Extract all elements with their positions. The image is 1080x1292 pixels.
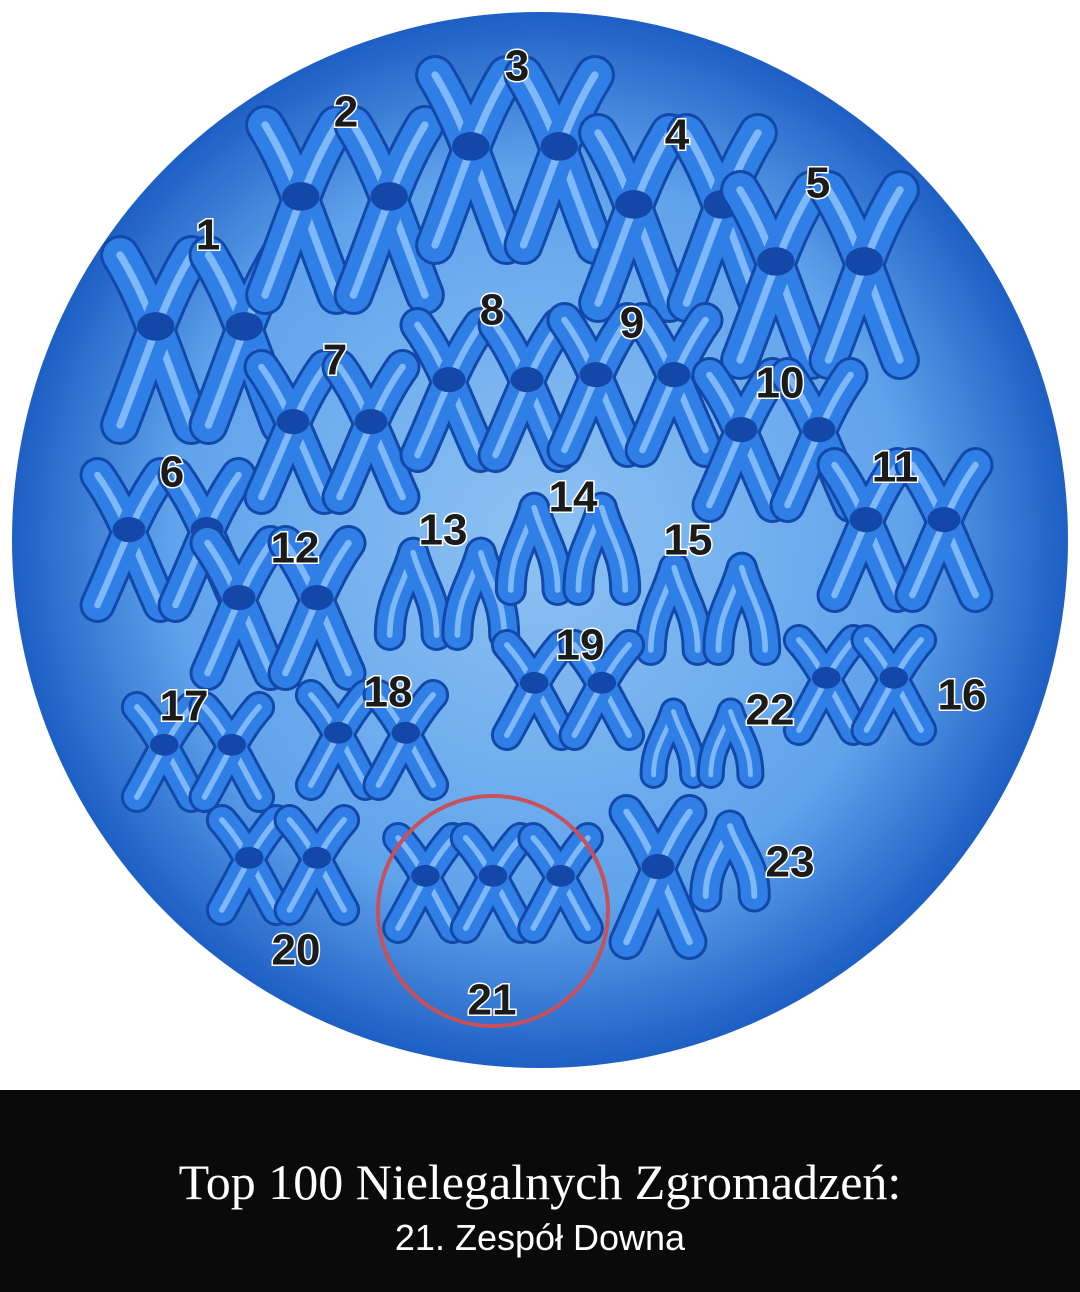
- chromosome-label-13: 13: [419, 506, 468, 555]
- chromosome-15-copy-2: [702, 551, 782, 666]
- chromosome-label-10: 10: [756, 359, 805, 408]
- chromosome-14: 14: [494, 471, 642, 606]
- chromosome-15-copy-1: [634, 551, 714, 666]
- chromosome-3-copy-2: [503, 55, 615, 265]
- chromosome-6-copy-1: [79, 457, 179, 623]
- chromosome-label-11: 11: [872, 443, 919, 492]
- chromosome-4: 4: [578, 109, 778, 323]
- chromosome-11-copy-2: [894, 447, 994, 613]
- chromosome-9-copy-1: [546, 302, 646, 468]
- chromosome-label-23: 23: [766, 838, 815, 887]
- chromosome-2-copy-2: [333, 105, 445, 315]
- chromosome-label-16: 16: [938, 671, 987, 720]
- chromosome-label-7: 7: [323, 336, 347, 385]
- chromosome-label-4: 4: [665, 111, 690, 160]
- chromosome-20-copy-2: [273, 804, 361, 926]
- chromosome-12-copy-2: [267, 525, 367, 691]
- chromosome-9-copy-2: [624, 302, 724, 468]
- chromosome-label-17: 17: [160, 682, 209, 731]
- chromosome-14-copy-2: [562, 491, 642, 606]
- chromosome-15: 15: [634, 514, 782, 666]
- chromosome-7-copy-1: [243, 349, 343, 515]
- chromosome-label-1: 1: [196, 211, 220, 260]
- caption-bar: Top 100 Nielegalnych Zgromadzeń: 21. Zes…: [0, 1090, 1080, 1292]
- chromosome-21-copy-3: [517, 822, 604, 944]
- chromosome-label-21: 21: [468, 976, 517, 1025]
- chromosome-5-copy-1: [720, 170, 832, 380]
- chromosome-17: 17: [120, 680, 276, 813]
- chromosome-5: 5: [720, 157, 920, 380]
- chromosome-label-14: 14: [549, 473, 598, 522]
- chromosome-19-copy-2: [558, 629, 646, 751]
- chromosome-21: 21: [376, 794, 610, 1028]
- chromosome-19-copy-1: [490, 629, 578, 751]
- chromosome-13-copy-1: [373, 536, 453, 651]
- chromosome-label-20: 20: [272, 926, 321, 975]
- chromosome-17-copy-2: [188, 691, 276, 813]
- chromosome-4-copy-1: [578, 113, 690, 323]
- chromosome-8-copy-1: [399, 307, 499, 473]
- chromosome-16-copy-2: [850, 624, 938, 746]
- chromosome-label-15: 15: [664, 516, 713, 565]
- chromosome-label-12: 12: [271, 524, 320, 573]
- chromosome-1-copy-1: [100, 235, 212, 445]
- chromosome-21-copy-1: [382, 822, 469, 944]
- highlight-ring: [376, 794, 610, 1028]
- chromosome-10: 10: [691, 357, 869, 523]
- chromosome-label-19: 19: [556, 621, 605, 670]
- chromosome-label-8: 8: [480, 286, 504, 335]
- chromosome-12: 12: [189, 522, 367, 691]
- chromosome-11-copy-1: [816, 447, 916, 613]
- chromosome-16: 16: [782, 624, 988, 746]
- chromosome-20-copy-1: [205, 804, 293, 926]
- chromosome-18: 18: [294, 666, 450, 801]
- chromosome-7: 7: [243, 334, 421, 515]
- chromosome-17-copy-1: [120, 691, 208, 813]
- chromosome-label-3: 3: [505, 42, 529, 91]
- chromosome-5-copy-2: [808, 170, 920, 380]
- chromosome-23-x-copy: [608, 794, 708, 960]
- chromosome-22: 22: [639, 684, 796, 789]
- chromosome-7-copy-2: [321, 349, 421, 515]
- chromosome-3-copy-1: [415, 55, 527, 265]
- chromosome-4-copy-2: [666, 113, 778, 323]
- chromosome-label-9: 9: [620, 299, 644, 348]
- chromosome-label-6: 6: [160, 448, 184, 497]
- chromosome-3: 3: [415, 40, 615, 265]
- karyotype-illustration: 1 2 3 4 5 6 7 8 9 10 11 12 13 14 15 16 17 18 19 20 21 22 23: [12, 12, 1068, 1068]
- chromosome-label-2: 2: [334, 88, 358, 137]
- chromosome-22-copy-2: [696, 697, 765, 789]
- chromosome-label-5: 5: [806, 159, 830, 208]
- chromosome-19: 19: [490, 619, 646, 751]
- chromosome-11: 11: [816, 441, 994, 613]
- chromosome-22-copy-1: [639, 697, 708, 789]
- chromosome-8: 8: [399, 284, 577, 473]
- chromosome-21-copy-2: [449, 822, 537, 944]
- chromosome-2: 2: [245, 86, 445, 315]
- caption-title: Top 100 Nielegalnych Zgromadzeń:: [178, 1154, 902, 1210]
- chromosome-20: 20: [205, 804, 361, 976]
- chromosome-18-copy-1: [294, 679, 382, 801]
- chromosome-9: 9: [546, 297, 724, 468]
- caption-subtitle: 21. Zespół Downa: [394, 1217, 686, 1258]
- chromosome-14-copy-1: [494, 491, 574, 606]
- chromosome-label-22: 22: [746, 686, 795, 735]
- chromosome-2-copy-1: [245, 105, 357, 315]
- chromosome-12-copy-1: [189, 525, 289, 691]
- chromosome-10-copy-1: [691, 357, 791, 523]
- chromosome-8-copy-2: [477, 307, 577, 473]
- chromosome-23-y-copy: [689, 809, 771, 913]
- chromosome-23: 23: [608, 794, 816, 960]
- chromosome-label-18: 18: [364, 668, 413, 717]
- chromosome-18-copy-2: [362, 679, 450, 801]
- chromosome-16-copy-1: [782, 624, 870, 746]
